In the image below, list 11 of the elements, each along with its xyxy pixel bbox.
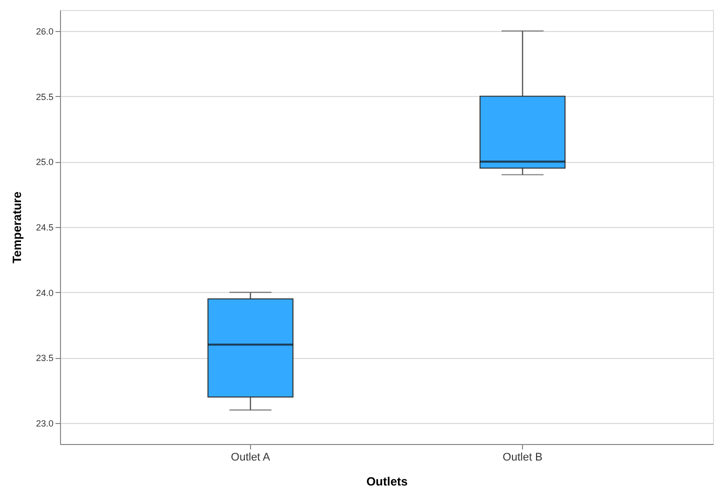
y-tick-label: 25.5 — [36, 92, 54, 102]
y-tick-label: 23.5 — [36, 353, 54, 364]
x-tick-label: Outlet A — [230, 452, 271, 464]
y-tick-label: 25.0 — [36, 157, 54, 168]
y-tick-label: 26.0 — [36, 26, 54, 36]
x-axis-title: Outlets — [366, 474, 408, 488]
x-tick-label: Outlet B — [502, 452, 542, 464]
y-axis-title: Temperature — [10, 191, 24, 264]
y-tick-label: 24.0 — [36, 288, 54, 298]
y-tick-label: 23.0 — [36, 418, 54, 429]
y-tick-label: 24.5 — [36, 222, 54, 232]
